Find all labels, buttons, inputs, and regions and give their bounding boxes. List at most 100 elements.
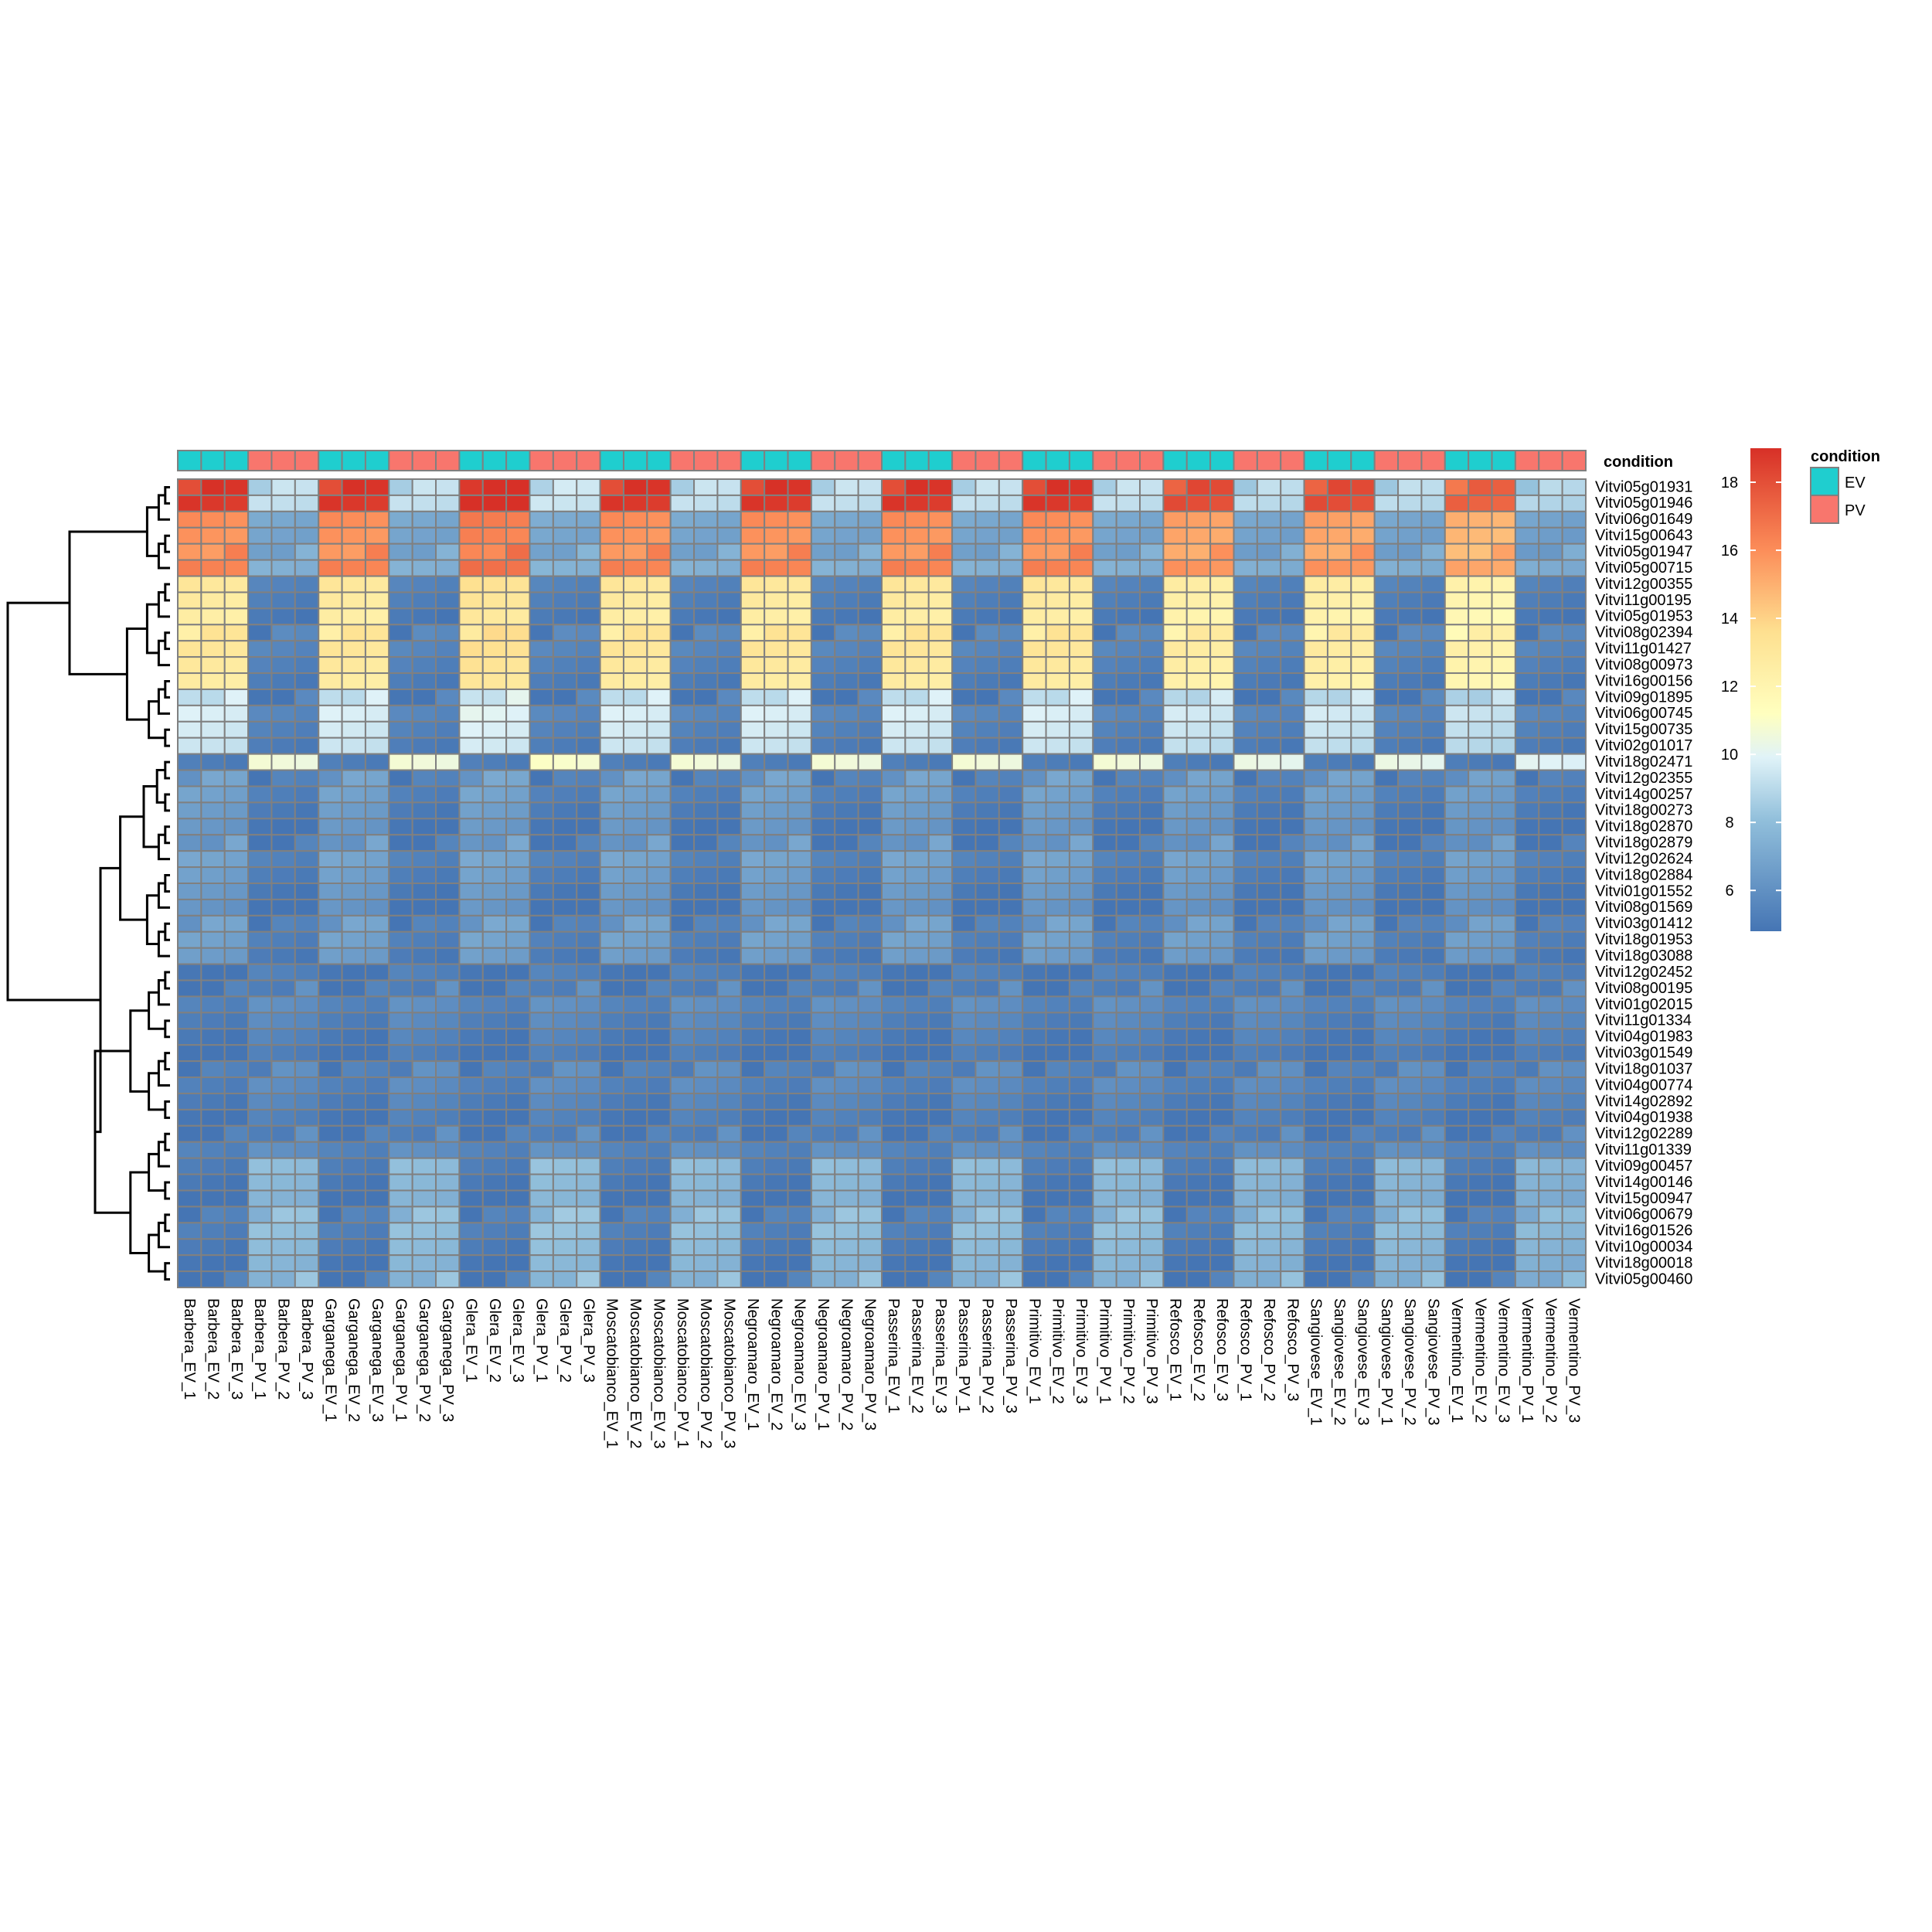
heatmap-cell [669, 1044, 696, 1063]
heatmap-cell [364, 656, 390, 675]
heatmap-cell [1326, 979, 1352, 998]
heatmap-cell [270, 624, 296, 642]
heatmap-cell [1491, 1108, 1516, 1127]
heatmap-cell [716, 1092, 742, 1111]
heatmap-cell [177, 801, 202, 820]
heatmap-cell [740, 834, 766, 852]
heatmap-cell [1256, 963, 1282, 981]
heatmap-cell [1068, 1206, 1094, 1224]
heatmap-cell [951, 1124, 977, 1143]
heatmap-cell [1350, 720, 1376, 739]
heatmap-cell [1326, 640, 1352, 658]
heatmap-cell [1256, 1060, 1282, 1079]
heatmap-cell [1256, 510, 1282, 529]
heatmap-cell [693, 575, 719, 594]
heatmap-cell [552, 526, 578, 545]
heatmap-cell [1373, 1124, 1400, 1143]
heatmap-cell [576, 883, 601, 900]
heatmap-cell [904, 898, 930, 917]
heatmap-cell [505, 736, 531, 755]
heatmap-cell [1256, 834, 1282, 852]
heatmap-cell [223, 1044, 250, 1063]
heatmap-cell [1185, 898, 1212, 917]
annotation-cell [904, 450, 930, 471]
heatmap-cell [904, 1254, 930, 1273]
heatmap-cell [294, 736, 320, 755]
gene-label: Vitvi03g01549 [1595, 1045, 1692, 1062]
heatmap-cell [881, 769, 906, 787]
heatmap-cell [1326, 930, 1352, 949]
heatmap-cell [998, 1028, 1024, 1046]
gene-label: Vitvi05g01931 [1595, 478, 1692, 495]
heatmap-cell [1373, 1270, 1400, 1288]
heatmap-cell [505, 1044, 531, 1063]
heatmap-cell [1561, 656, 1587, 675]
gene-label: Vitvi18g01953 [1595, 931, 1692, 948]
heatmap-cell [1444, 914, 1470, 933]
heatmap-cell [1420, 995, 1446, 1014]
heatmap-cell [223, 769, 250, 787]
heatmap-cell [364, 1157, 390, 1175]
heatmap-cell [1514, 883, 1540, 900]
heatmap-cell [177, 850, 202, 869]
heatmap-cell [881, 1222, 906, 1240]
heatmap-cell [669, 1060, 696, 1079]
heatmap-cell [1233, 1173, 1258, 1192]
heatmap-cell [364, 1206, 390, 1224]
heatmap-cell [270, 736, 296, 755]
heatmap-cell [669, 930, 696, 949]
heatmap-cell [318, 818, 343, 836]
heatmap-cell [364, 559, 390, 577]
heatmap-cell [1420, 930, 1446, 949]
heatmap-cell [341, 1092, 366, 1111]
heatmap-cell [1022, 1028, 1047, 1046]
heatmap-cell [1280, 591, 1305, 610]
heatmap-cell [223, 930, 250, 949]
heatmap-cell [881, 559, 906, 577]
heatmap-cell [1115, 1060, 1141, 1079]
heatmap-cell [975, 656, 1000, 675]
heatmap-cell [1491, 1254, 1516, 1273]
heatmap-cell [1045, 818, 1070, 836]
heatmap-cell [951, 785, 977, 804]
heatmap-cell [1185, 930, 1212, 949]
heatmap-cell [1491, 883, 1516, 900]
heatmap-cell [388, 526, 413, 545]
heatmap-cell [1022, 720, 1047, 739]
heatmap-cell [787, 736, 812, 755]
heatmap-cell [552, 1254, 578, 1273]
heatmap-cell [388, 1092, 413, 1111]
heatmap-cell [834, 672, 859, 690]
heatmap-cell [1303, 656, 1328, 675]
heatmap-cell [200, 818, 226, 836]
colorbar-tick-label: 10 [1721, 747, 1738, 764]
heatmap-cell [740, 963, 766, 981]
heatmap-cell [1092, 866, 1117, 884]
heatmap-cell [1397, 769, 1423, 787]
heatmap-cell [458, 1270, 484, 1288]
heatmap-cell [388, 883, 413, 900]
heatmap-cell [1068, 850, 1094, 869]
heatmap-cell [881, 591, 906, 610]
heatmap-cell [1185, 1012, 1212, 1030]
heatmap-cell [1303, 624, 1328, 642]
heatmap-cell [646, 607, 672, 626]
annotation-cell [341, 450, 366, 471]
heatmap-cell [1022, 688, 1047, 706]
heatmap-cell [599, 995, 624, 1014]
heatmap-cell [1444, 1254, 1470, 1273]
heatmap-cell [904, 720, 930, 739]
heatmap-cell [1538, 640, 1563, 658]
heatmap-cell [1373, 914, 1400, 933]
heatmap-cell [1491, 510, 1516, 529]
heatmap-cell [951, 1238, 977, 1257]
heatmap-cell [927, 753, 954, 771]
heatmap-cell [529, 914, 554, 933]
heatmap-cell [834, 769, 859, 787]
sample-label: Sangiovese_PV_3 [1425, 1298, 1442, 1426]
heatmap-cell [1139, 526, 1165, 545]
heatmap-cell [1561, 979, 1587, 998]
heatmap-cell [294, 1028, 320, 1046]
heatmap-cell [1209, 1092, 1235, 1111]
heatmap-cell [764, 1173, 789, 1192]
